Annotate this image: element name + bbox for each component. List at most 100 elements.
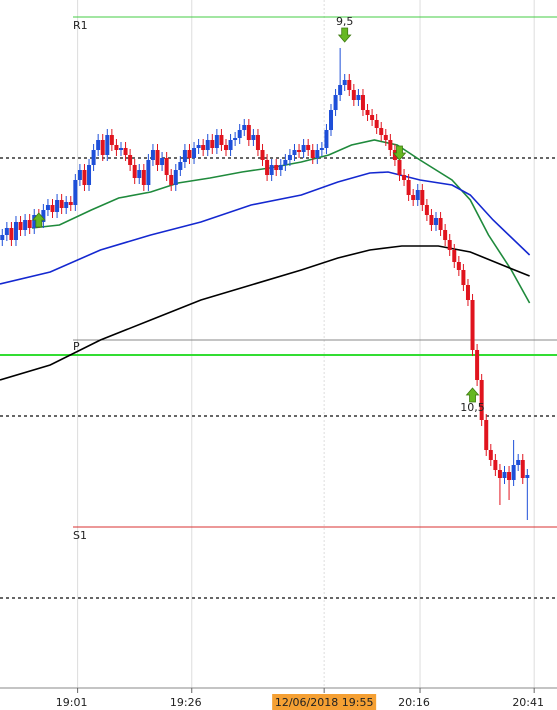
candle-body (123, 148, 128, 155)
candle-body (306, 145, 311, 150)
candle-body (233, 138, 238, 140)
candle-body (45, 205, 50, 210)
candle-body (424, 205, 429, 215)
candle-body (137, 170, 142, 178)
candle-body (269, 165, 274, 175)
x-tick-label: 12/06/2018 19:55 (275, 696, 374, 709)
candle-body (73, 180, 78, 205)
candle-body (520, 460, 525, 478)
candle-body (379, 128, 384, 135)
candle-body (301, 145, 306, 152)
candle-body (383, 135, 388, 140)
candle-body (488, 450, 493, 460)
candle-body (342, 80, 347, 85)
candle-body (438, 218, 443, 230)
candle-body (155, 150, 160, 165)
candle-body (27, 220, 32, 228)
moving-average (0, 245, 530, 381)
candle-body (507, 472, 512, 480)
moving-average (0, 171, 531, 285)
candle-body (397, 160, 402, 175)
candle-body (146, 160, 151, 185)
candle-body (447, 240, 452, 250)
candle-body (118, 148, 123, 150)
candle-body (192, 148, 197, 158)
candle-body (479, 380, 484, 420)
candle-body (443, 230, 448, 240)
candle-body (297, 150, 302, 152)
candle-body (434, 218, 439, 225)
candle-body (41, 210, 46, 222)
candle-body (91, 150, 96, 165)
candle-body (429, 215, 434, 225)
candle-body (87, 165, 92, 185)
candle-body (55, 200, 60, 212)
signal-label: 9,5 (336, 15, 354, 28)
level-label: R1 (73, 19, 88, 32)
candle-body (23, 220, 28, 230)
candle-body (246, 125, 251, 140)
candle-body (470, 300, 475, 350)
moving-average (31, 139, 531, 304)
candle-body (187, 150, 192, 158)
candle-body (205, 140, 210, 150)
x-tick-label: 19:01 (56, 696, 88, 709)
candle-body (141, 170, 146, 185)
candle-body (360, 95, 365, 110)
candle-body (164, 158, 169, 175)
candle-body (114, 145, 119, 150)
candle-body (0, 235, 5, 240)
candle-body (32, 215, 37, 228)
candle-body (415, 190, 420, 200)
candle-body (9, 228, 14, 240)
candle-body (160, 158, 165, 165)
candle-body (274, 165, 279, 170)
candle-body (465, 285, 470, 300)
candle-body (18, 222, 23, 230)
candle-body (68, 202, 73, 205)
signal-arrow (31, 212, 46, 228)
candle-body (420, 190, 425, 205)
candle-body (406, 180, 411, 195)
candle-body (497, 470, 502, 478)
candle-body (260, 150, 265, 160)
candle-body (511, 465, 516, 480)
candle-body (173, 170, 178, 185)
signal-label: 10,5 (460, 401, 485, 414)
candle-body (283, 160, 288, 165)
x-tick-label: 20:16 (398, 696, 430, 709)
candle-body (402, 175, 407, 180)
candle-body (351, 90, 356, 100)
signal-arrow (392, 145, 407, 161)
candle-body (338, 85, 343, 95)
candle-body (150, 150, 155, 160)
candle-body (516, 460, 521, 465)
candle-body (319, 148, 324, 150)
candle-body (452, 250, 457, 262)
candle-body (484, 420, 489, 450)
candle-body (105, 135, 110, 155)
candle-body (365, 110, 370, 115)
candle-body (493, 460, 498, 470)
candle-body (461, 270, 466, 285)
candle-body (82, 170, 87, 185)
signal-arrow (337, 27, 352, 43)
candle-body (196, 145, 201, 148)
candle-body (210, 140, 215, 148)
candle-body (370, 115, 375, 120)
candle-body (287, 155, 292, 160)
candle-body (502, 472, 507, 478)
candle-body (132, 165, 137, 178)
candle-body (237, 130, 242, 138)
level-label: P (73, 340, 80, 353)
candle-body (128, 155, 133, 165)
candle-body (100, 140, 105, 155)
candle-body (324, 130, 329, 148)
candle-body (310, 150, 315, 158)
candle-body (475, 350, 480, 380)
candle-body (292, 150, 297, 155)
candle-body (178, 162, 183, 170)
candle-body (4, 228, 9, 235)
candle-body (182, 150, 187, 162)
